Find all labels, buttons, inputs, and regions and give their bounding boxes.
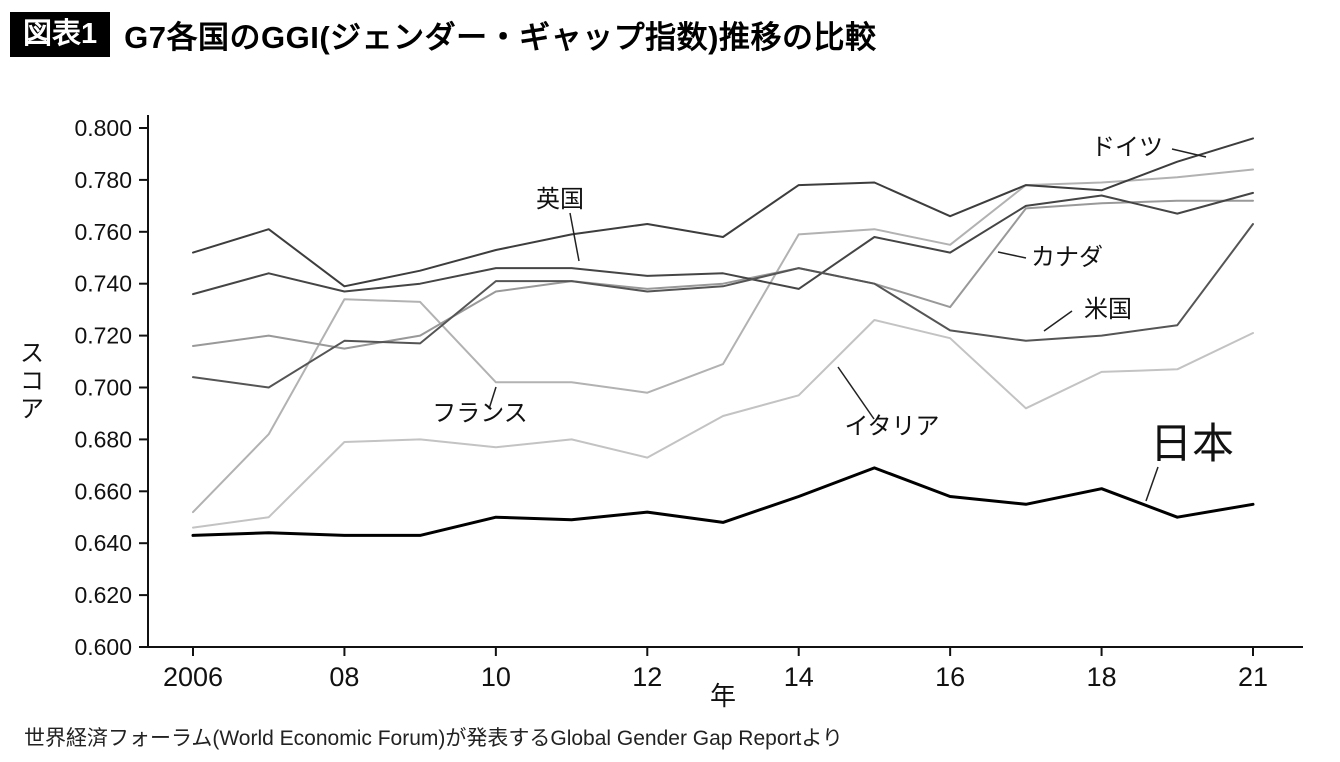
series-line-1 (192, 168, 1254, 514)
y-tick-label: 0.760 (74, 219, 132, 245)
series-label-5: イタリア (844, 413, 939, 440)
y-tick-label: 0.720 (74, 323, 132, 349)
source-note: 世界経済フォーラム(World Economic Forum)が発表するGlob… (24, 727, 843, 750)
figure-title: G7各国のGGI(ジェンダー・ギャップ指数)推移の比較 (124, 20, 877, 55)
series-line-2 (192, 199, 1254, 350)
y-tick-label: 0.620 (74, 582, 132, 608)
series-label-2: カナダ (1031, 244, 1103, 271)
label-leader-line-6 (1145, 466, 1159, 502)
y-tick-label: 0.780 (74, 167, 132, 193)
series-label-6: 日本 (1150, 420, 1234, 467)
x-tick-label: 16 (935, 662, 965, 692)
y-tick-label: 0.680 (74, 426, 132, 452)
label-leader-line-5 (837, 366, 875, 420)
label-leader-line-4 (488, 386, 497, 410)
x-axis-label: 年 (710, 681, 736, 711)
label-leader-line-2 (997, 251, 1027, 259)
series-line-6 (191, 466, 1255, 537)
x-tick-label: 10 (481, 662, 511, 692)
x-tick-label: 14 (784, 662, 814, 692)
y-tick-label: 0.660 (74, 478, 132, 504)
label-leader-line-0 (1171, 148, 1207, 158)
x-tick-label: 21 (1238, 662, 1268, 692)
x-tick-label: 18 (1087, 662, 1117, 692)
x-tick-label: 08 (329, 662, 359, 692)
series-label-1: 英国 (536, 186, 584, 213)
series-label-3: 米国 (1084, 296, 1132, 323)
label-leader-line-1 (569, 212, 580, 262)
axis-lines (147, 115, 1303, 648)
series-line-3 (192, 191, 1254, 296)
series-label-0: ドイツ (1091, 134, 1163, 161)
figure-header: 図表1 G7各国のGGI(ジェンダー・ギャップ指数)推移の比較 (10, 12, 876, 57)
y-axis-label: スコア (20, 340, 44, 423)
y-tick-label: 0.800 (74, 115, 132, 141)
figure-badge: 図表1 (10, 12, 111, 57)
x-tick-label: 2006 (163, 662, 223, 692)
series-label-4: フランス (432, 400, 528, 427)
y-tick-label: 0.740 (74, 271, 132, 297)
y-tick-label: 0.700 (74, 375, 132, 401)
chart-svg: 0.800 0.780 0.760 0.740 0.720 0.700 0.680 0.660… (20, 115, 1303, 711)
x-tick-label: 12 (632, 662, 662, 692)
y-tick-label: 0.640 (74, 530, 132, 556)
series-line-4 (192, 223, 1254, 389)
series-line-0 (192, 319, 1254, 529)
label-leader-line-3 (1043, 310, 1073, 332)
series-line-5 (192, 137, 1254, 288)
y-tick-label: 0.600 (74, 634, 132, 660)
